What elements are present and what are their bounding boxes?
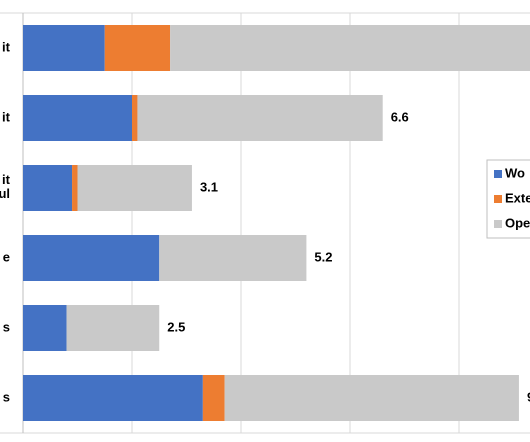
total-label: 9.1: [527, 389, 530, 404]
legend-swatch: [494, 195, 502, 203]
bar-segment: [132, 95, 138, 141]
bar-segment: [104, 25, 171, 71]
legend-label: Ope: [505, 215, 530, 230]
total-label: 3.1: [200, 179, 218, 194]
category-label: it ul: [0, 172, 11, 201]
bar-segment: [224, 375, 519, 421]
bar-segment: [77, 165, 192, 211]
bar-segment: [159, 235, 307, 281]
category-label: it: [2, 109, 11, 124]
legend: Wo Exte Ope: [486, 159, 530, 239]
bar-segment: [72, 165, 78, 211]
category-label: it: [2, 39, 11, 54]
legend-label: Wo: [505, 165, 525, 180]
legend-label: Exte: [505, 190, 530, 205]
legend-swatch: [494, 220, 502, 228]
bar-segment: [23, 165, 73, 211]
category-label: e: [3, 249, 10, 264]
category-label: s: [3, 319, 10, 334]
bar-segment: [23, 25, 105, 71]
total-label: 2.5: [167, 319, 185, 334]
total-label: 6.6: [391, 109, 409, 124]
bar-segment: [23, 235, 160, 281]
bar-segment: [137, 95, 383, 141]
total-label: 5.2: [314, 249, 332, 264]
bar-segment: [23, 95, 132, 141]
bar-segment: [66, 305, 160, 351]
category-label: s: [3, 389, 10, 404]
bar-segment: [170, 25, 530, 71]
bar-segment: [23, 375, 203, 421]
bar-segment: [23, 305, 67, 351]
legend-swatch: [494, 170, 502, 178]
bar-segment: [202, 375, 225, 421]
